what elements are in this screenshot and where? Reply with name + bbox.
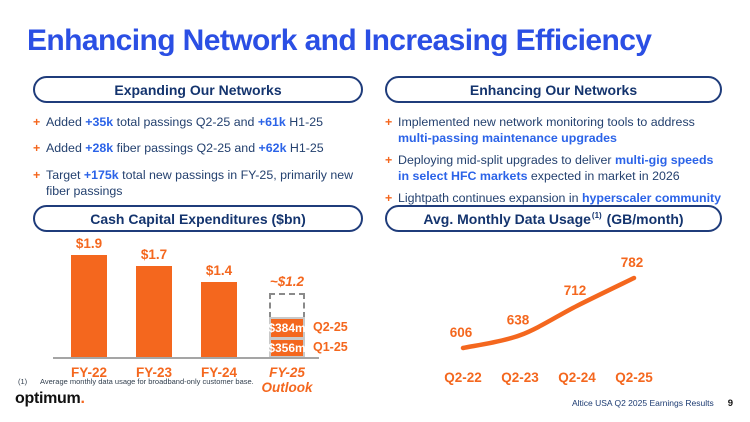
bullet-item: + Added +28k fiber passings Q2-25 and +62… xyxy=(33,140,363,156)
segment-period-label: Q2-25 xyxy=(313,320,348,334)
chart-header-usage: Avg. Monthly Data Usage(1) (GB/month) xyxy=(385,205,722,232)
category-label-outlook: FY-25 Outlook xyxy=(261,365,313,396)
footnote-text: Average monthly data usage for broadband… xyxy=(40,377,254,386)
section-enhancing-networks: Enhancing Our Networks + Implemented new … xyxy=(385,76,722,211)
bullet-text: Target +175k total new passings in FY-25… xyxy=(46,167,354,199)
section-header-expanding: Expanding Our Networks xyxy=(33,76,363,103)
plus-bullet-icon: + xyxy=(385,115,393,129)
footer: Altice USA Q2 2025 Earnings Results 9 xyxy=(572,398,733,409)
x-axis-label: Q2-25 xyxy=(615,370,653,385)
page-number: 9 xyxy=(727,398,733,409)
bar-value-label: $1.9 xyxy=(75,236,103,251)
x-axis-label: Q2-23 xyxy=(501,370,539,385)
point-value-label: 712 xyxy=(564,283,587,298)
plus-bullet-icon: + xyxy=(385,190,393,205)
bullet-item: + Target +175k total new passings in FY-2… xyxy=(33,167,363,200)
bar-value-label: $1.7 xyxy=(140,247,168,262)
section-header-enhancing: Enhancing Our Networks xyxy=(385,76,722,103)
bullet-text: Added +35k total passings Q2-25 and +61k… xyxy=(46,115,323,129)
point-value-label: 782 xyxy=(621,255,644,270)
bullet-item: + Implemented new network monitoring tool… xyxy=(385,114,722,147)
bar-value-label: $1.4 xyxy=(205,263,233,278)
bullet-text: Added +28k fiber passings Q2-25 and +62k… xyxy=(46,141,324,156)
plus-bullet-icon: + xyxy=(33,115,41,129)
section-header-expanding-label: Expanding Our Networks xyxy=(114,81,282,98)
footnote: (1) Average monthly data usage for broad… xyxy=(18,377,254,386)
section-header-enhancing-label: Enhancing Our Networks xyxy=(469,81,638,98)
point-value-label: 606 xyxy=(450,325,473,340)
chart-header-usage-label: Avg. Monthly Data Usage(1) (GB/month) xyxy=(423,210,684,227)
x-axis xyxy=(53,357,319,359)
usage-line-svg: 606 638 712 782 Q2-22 Q2-23 Q2-24 Q2-25 xyxy=(444,255,653,385)
chart-header-capex-label: Cash Capital Expenditures ($bn) xyxy=(90,210,306,227)
page-title: Enhancing Network and Increasing Efficie… xyxy=(27,24,652,57)
bar-fy-22 xyxy=(71,255,107,358)
category-label: FY-24 xyxy=(200,365,238,380)
point-value-label: 638 xyxy=(507,312,530,327)
plus-bullet-icon: + xyxy=(385,152,393,167)
bullet-item: + Lightpath continues expansion in hypers… xyxy=(385,190,722,206)
x-axis-label: Q2-22 xyxy=(444,370,482,385)
chart-header-capex: Cash Capital Expenditures ($bn) xyxy=(33,205,363,232)
bullet-text: Deploying mid-split upgrades to deliver … xyxy=(398,152,714,184)
bullet-text: Lightpath continues expansion in hypersc… xyxy=(398,190,722,205)
bullet-item: + Added +35k total passings Q2-25 and +61… xyxy=(33,114,363,130)
bar-fy-23 xyxy=(136,266,172,358)
outlook-segment-q1-25: $356m xyxy=(268,338,306,358)
outlook-dashed-box xyxy=(269,293,305,318)
bullet-text: Implemented new network monitoring tools… xyxy=(398,115,695,146)
x-axis-label: Q2-24 xyxy=(558,370,596,385)
logo-dot: . xyxy=(80,390,85,407)
footer-text: Altice USA Q2 2025 Earnings Results xyxy=(571,398,714,408)
usage-line xyxy=(460,275,637,351)
bullet-list-enhancing: + Implemented new network monitoring tool… xyxy=(385,114,722,206)
bullet-item: + Deploying mid-split upgrades to deliver… xyxy=(385,152,722,185)
capex-bar-chart: $1.9 $1.7 $1.4 ~$1.2 $384m Q2-25 $356m Q1-25 FY-… xyxy=(33,236,365,398)
outlook-segment-q2-25: $384m xyxy=(268,317,306,339)
optimum-logo: optimum. xyxy=(15,390,85,407)
bullet-list-expanding: + Added +35k total passings Q2-25 and +61… xyxy=(33,114,363,200)
category-label: FY-22 xyxy=(70,365,108,380)
section-expanding-networks: Expanding Our Networks + Added +35k total… xyxy=(33,76,363,210)
plus-bullet-icon: + xyxy=(33,141,41,156)
bar-fy-24 xyxy=(201,282,237,358)
footnote-marker: (1) xyxy=(18,377,28,386)
footnote-ref: (1) xyxy=(591,210,602,220)
category-label: FY-23 xyxy=(135,365,173,380)
segment-period-label: Q1-25 xyxy=(313,340,348,354)
usage-line-chart: 606 638 712 782 Q2-22 Q2-23 Q2-24 Q2-25 xyxy=(390,238,740,398)
plus-bullet-icon: + xyxy=(33,167,41,182)
outlook-total-label: ~$1.2 xyxy=(269,274,305,289)
